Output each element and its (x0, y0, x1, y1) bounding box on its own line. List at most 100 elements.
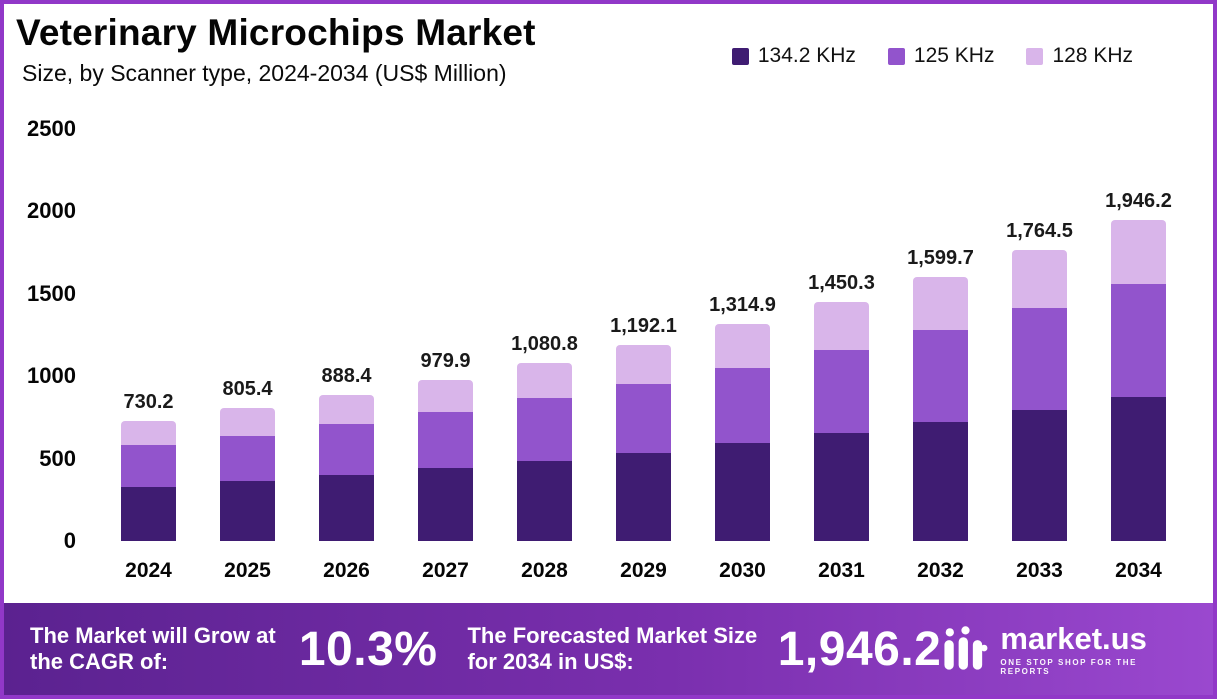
stacked-bar-2030 (714, 324, 770, 541)
bar-area: 979.9 (418, 129, 473, 541)
stacked-bar-2032 (912, 277, 968, 541)
y-axis-tick: 2500 (27, 116, 76, 141)
y-axis: 0 500 1000 1500 2000 2500 (4, 116, 76, 553)
legend-label: 125 KHz (913, 44, 995, 67)
y-axis-tick: 1500 (27, 280, 76, 306)
cagr-value: 10.3% (298, 622, 438, 676)
bar-segment-125-khz (418, 411, 473, 469)
bar-segment-128-khz (1011, 250, 1067, 309)
bar-group-2028: 1,080.8 2028 (495, 129, 594, 599)
x-axis-label: 2028 (521, 559, 568, 582)
brand-name: market.us (1000, 620, 1147, 656)
stacked-bar-2034 (1110, 220, 1166, 541)
legend-swatch-icon (1026, 47, 1044, 65)
bar-area: 1,314.9 (709, 129, 776, 541)
bar-segment-128-khz (121, 420, 176, 446)
cagr-label: The Market will Grow at the CAGR of: (30, 622, 276, 674)
market-us-logo-icon (944, 626, 988, 670)
bar-total-label: 979.9 (420, 349, 471, 372)
bar-segment-134-2-khz (1011, 410, 1067, 541)
bar-segment-125-khz (220, 435, 275, 482)
legend-swatch-icon (731, 47, 749, 65)
bar-group-2033: 1,764.5 2033 (990, 129, 1089, 599)
bar-segment-125-khz (1110, 284, 1166, 397)
bar-total-label: 730.2 (123, 390, 174, 413)
bar-segment-134-2-khz (319, 475, 374, 541)
bar-segment-128-khz (912, 277, 968, 331)
x-axis-label: 2033 (1016, 559, 1063, 582)
bar-segment-134-2-khz (615, 452, 671, 541)
bar-group-2031: 1,450.3 2031 (792, 129, 891, 599)
bar-group-2029: 1,192.1 2029 (594, 129, 693, 599)
bar-segment-128-khz (813, 302, 869, 350)
bars-row: 730.2 2024 805.4 2025 888.4 2026 979.9 2027 1,08… (99, 129, 1188, 599)
x-axis-label: 2027 (422, 559, 469, 582)
stacked-bar-2024 (121, 420, 176, 541)
stacked-bar-2026 (319, 394, 374, 541)
bar-area: 1,192.1 (610, 129, 677, 541)
bar-segment-125-khz (319, 424, 374, 476)
bar-segment-125-khz (912, 330, 968, 423)
x-axis-label: 2029 (620, 559, 667, 582)
forecast-label: The Forecasted Market Size for 2034 in U… (467, 622, 758, 674)
stacked-bar-2029 (615, 344, 671, 541)
bar-segment-125-khz (813, 349, 869, 434)
legend-item-128-khz: 128 KHz (1026, 44, 1133, 68)
bar-group-2030: 1,314.9 2030 (693, 129, 792, 599)
footer-banner: The Market will Grow at the CAGR of: 10.… (4, 603, 1213, 695)
y-axis-tick: 2000 (27, 198, 76, 224)
bar-segment-134-2-khz (220, 481, 275, 541)
bar-segment-125-khz (615, 383, 671, 453)
bar-segment-134-2-khz (121, 486, 176, 541)
x-axis-label: 2034 (1115, 559, 1162, 582)
bar-group-2027: 979.9 2027 (396, 129, 495, 599)
bar-area: 888.4 (319, 129, 374, 541)
legend-label: 128 KHz (1052, 44, 1133, 67)
bar-segment-128-khz (714, 324, 770, 368)
bar-group-2025: 805.4 2025 (198, 129, 297, 599)
bar-total-label: 1,764.5 (1006, 220, 1073, 243)
legend-item-134-2-khz: 134.2 KHz (731, 44, 856, 68)
bar-total-label: 1,192.1 (610, 314, 677, 337)
x-axis-label: 2024 (125, 559, 172, 582)
bar-total-label: 888.4 (321, 364, 372, 387)
bar-segment-134-2-khz (813, 433, 869, 541)
bar-segment-125-khz (714, 367, 770, 444)
bar-segment-125-khz (121, 445, 176, 487)
bar-segment-128-khz (516, 362, 572, 399)
y-axis-tick: 0 (63, 528, 76, 553)
stacked-bar-2027 (418, 379, 473, 541)
bar-total-label: 1,314.9 (709, 294, 776, 317)
bar-segment-134-2-khz (714, 443, 770, 541)
bar-group-2024: 730.2 2024 (99, 129, 198, 599)
x-axis-label: 2026 (323, 559, 370, 582)
bar-segment-134-2-khz (912, 422, 968, 541)
bar-total-label: 1,080.8 (511, 332, 578, 355)
bar-group-2026: 888.4 2026 (297, 129, 396, 599)
bar-area: 730.2 (121, 129, 176, 541)
bar-total-label: 1,450.3 (808, 272, 875, 295)
brand-tagline: ONE STOP SHOP FOR THE REPORTS (1000, 657, 1138, 676)
stacked-bar-2033 (1011, 250, 1067, 541)
bar-segment-128-khz (319, 394, 374, 425)
forecast-value: 1,946.2 (777, 622, 942, 676)
stacked-bar-2031 (813, 302, 869, 541)
brand-block: market.us ONE STOP SHOP FOR THE REPORTS (941, 623, 1187, 676)
x-axis-label: 2025 (224, 559, 271, 582)
legend-label: 134.2 KHz (757, 44, 856, 67)
bar-segment-125-khz (516, 398, 572, 461)
x-axis-label: 2031 (818, 559, 865, 582)
x-axis-label: 2032 (917, 559, 964, 582)
brand-text: market.us ONE STOP SHOP FOR THE REPORTS (1000, 623, 1187, 676)
bar-area: 1,080.8 (511, 129, 578, 541)
y-axis-tick: 500 (39, 445, 76, 471)
page-subtitle: Size, by Scanner type, 2024-2034 (US$ Mi… (22, 60, 507, 86)
x-axis-label: 2030 (719, 559, 766, 582)
bar-area: 1,450.3 (808, 129, 875, 541)
bar-total-label: 1,599.7 (907, 247, 974, 270)
bar-segment-134-2-khz (1110, 396, 1166, 541)
bar-total-label: 805.4 (222, 378, 273, 401)
bar-area: 1,599.7 (907, 129, 974, 541)
legend-swatch-icon (887, 47, 905, 65)
